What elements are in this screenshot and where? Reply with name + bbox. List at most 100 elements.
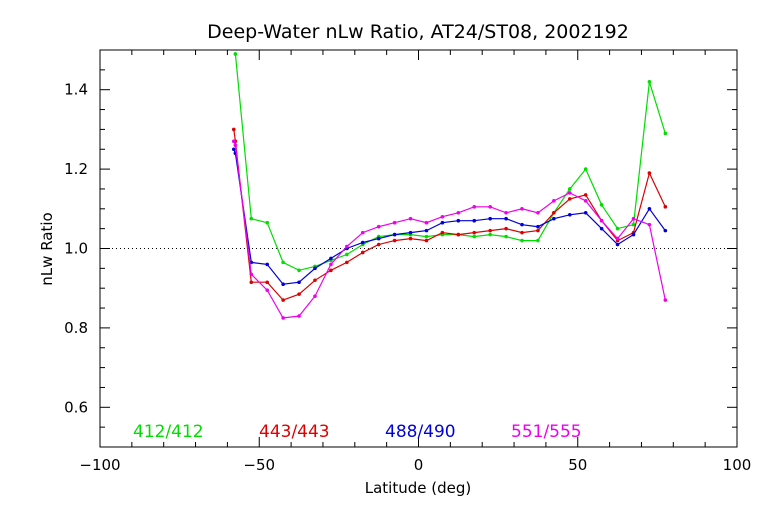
data-point (472, 218, 477, 223)
data-point (231, 147, 236, 152)
legend-entry: 443/443 (259, 422, 330, 442)
data-point (567, 212, 572, 217)
data-point (663, 205, 668, 209)
data-point (233, 143, 238, 148)
y-tick-label: 1.2 (64, 160, 88, 178)
data-point (631, 222, 636, 227)
y-tick-label: 1.0 (64, 240, 88, 258)
data-point (408, 230, 413, 235)
data-point (265, 288, 270, 292)
data-point (392, 220, 397, 225)
data-point (360, 230, 365, 235)
chart-title: Deep-Water nLw Ratio, AT24/ST08, 2002192 (207, 21, 629, 43)
data-point (376, 242, 381, 247)
data-point (281, 298, 285, 302)
data-point (265, 280, 270, 285)
data-point (520, 230, 524, 235)
legend: 412/412 443/443 488/490 551/555 (133, 422, 582, 442)
data-point (504, 210, 508, 215)
data-point (440, 214, 445, 219)
data-point (536, 228, 540, 233)
data-point (488, 232, 492, 237)
x-tick-label: 0 (414, 456, 424, 474)
data-point (249, 272, 254, 277)
data-point (599, 218, 604, 223)
legend-entry: 412/412 (133, 422, 204, 442)
data-point (520, 238, 524, 243)
data-point (360, 250, 365, 255)
data-point (281, 282, 285, 287)
data-point (520, 207, 524, 211)
data-point (567, 197, 572, 201)
data-point (663, 228, 668, 233)
y-axis-label: nLw Ratio (38, 212, 56, 285)
data-point (345, 244, 349, 249)
legend-entry: 551/555 (511, 422, 582, 442)
data-point (408, 216, 413, 221)
data-point (631, 232, 636, 237)
data-point (647, 222, 652, 227)
x-tick-label: 100 (723, 456, 752, 474)
data-point (392, 238, 397, 243)
data-point (281, 316, 285, 320)
data-point (552, 199, 556, 203)
data-point (583, 193, 588, 197)
data-point (599, 226, 604, 231)
data-point (329, 256, 333, 261)
data-point (456, 210, 461, 215)
data-point (265, 220, 270, 225)
data-point (249, 280, 254, 285)
series-488-490 (231, 147, 668, 287)
data-point (583, 167, 588, 171)
data-point (663, 298, 668, 302)
series-443-443 (231, 127, 668, 302)
x-tick-label: −100 (79, 456, 120, 474)
data-point (313, 266, 317, 271)
data-point (265, 262, 270, 267)
data-point (424, 238, 429, 243)
data-point (231, 139, 236, 144)
data-point (345, 260, 349, 265)
data-point (647, 79, 652, 84)
data-point (297, 292, 301, 296)
data-point (552, 216, 556, 221)
data-point (615, 226, 620, 231)
data-point (472, 234, 477, 239)
data-point (504, 216, 508, 221)
series-line (234, 53, 666, 271)
data-point (472, 230, 477, 235)
data-point (536, 210, 540, 215)
data-point (488, 228, 492, 233)
x-tick-label: 50 (568, 456, 587, 474)
y-tick-label: 0.6 (64, 398, 88, 416)
data-point (488, 205, 492, 209)
y-tick-label: 0.8 (64, 319, 88, 337)
series-551-555 (231, 139, 668, 320)
data-point (360, 240, 365, 245)
x-axis-label: Latitude (deg) (365, 479, 471, 497)
data-point (376, 236, 381, 241)
x-tick-label: −50 (243, 456, 275, 474)
data-point (456, 218, 461, 223)
data-point (504, 234, 508, 239)
data-point (249, 216, 254, 221)
data-point (552, 210, 556, 215)
data-point (424, 220, 429, 225)
data-point (408, 236, 413, 241)
tick-marks (99, 49, 738, 448)
tick-labels: −100 −50 0 50 100 0.6 0.8 1.0 1.2 1.4 (64, 81, 751, 474)
y-tick-label: 1.4 (64, 81, 88, 99)
legend-entry: 488/490 (385, 422, 456, 442)
data-point (297, 314, 301, 318)
data-point (536, 238, 540, 243)
data-point (313, 278, 317, 283)
data-point (297, 280, 301, 285)
data-point (504, 226, 508, 231)
data-point (376, 224, 381, 229)
data-point (424, 234, 429, 239)
data-point (329, 262, 333, 267)
data-point (456, 232, 461, 237)
data-point (231, 127, 236, 132)
